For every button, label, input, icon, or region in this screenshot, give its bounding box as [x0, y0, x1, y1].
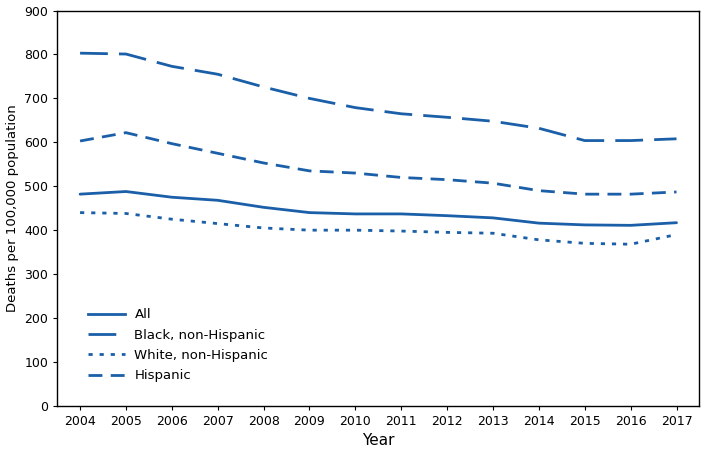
Y-axis label: Deaths per 100,000 population: Deaths per 100,000 population [6, 104, 18, 312]
Legend: All, Black, non-Hispanic, White, non-Hispanic, Hispanic: All, Black, non-Hispanic, White, non-His… [83, 303, 274, 387]
X-axis label: Year: Year [362, 434, 395, 449]
